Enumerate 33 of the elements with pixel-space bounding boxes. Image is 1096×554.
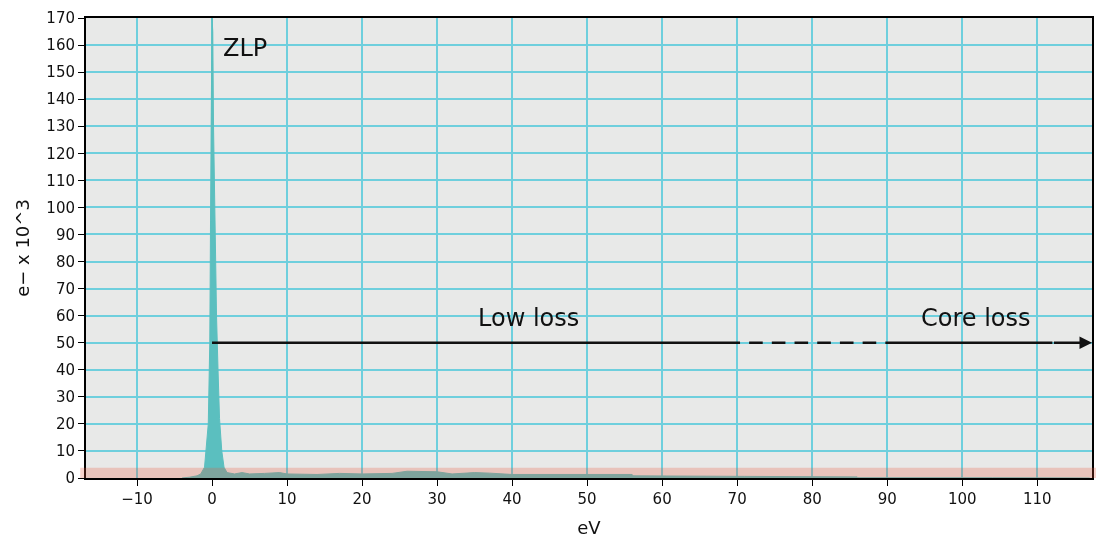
y-tick-label: 110 [46,171,75,190]
x-tick-label: 100 [947,490,977,508]
x-tick-label: 110 [1022,490,1052,508]
x-tick-label: 50 [577,490,597,508]
y-tick-label: 10 [55,442,75,461]
y-tick-label: 40 [55,361,75,380]
x-tick-label: 90 [877,490,897,508]
x-tick-label: 20 [352,490,372,508]
y-tick-label: 60 [55,306,75,325]
x-tick-label: 10 [277,490,297,508]
x-axis-title: eV [577,516,602,538]
y-tick-label: 50 [55,333,75,352]
x-tick-label: 80 [802,490,822,508]
x-tick-label: 60 [652,490,672,508]
y-tick-label: 0 [65,469,75,488]
x-tick-label: 40 [502,490,522,508]
y-tick-label: 100 [46,198,75,217]
y-tick-label: 140 [46,90,75,109]
y-tick-label: 150 [46,63,75,82]
x-tick-label: 30 [427,490,447,508]
y-tick-label: 130 [46,117,75,136]
x-tick-label: −10 [121,490,153,508]
y-tick-label: 120 [46,144,75,163]
y-tick-label: 160 [46,36,75,55]
y-tick-label: 30 [55,388,75,407]
y-axis-title: e− x 10^3 [12,199,34,297]
x-tick-label: 70 [727,490,747,508]
y-tick-label: 80 [55,252,75,271]
y-tick-label: 20 [55,415,75,434]
y-tick-label: 170 [46,9,75,28]
y-tick-label: 90 [55,225,75,244]
x-tick-label: 0 [207,490,217,508]
y-tick-label: 70 [55,279,75,298]
